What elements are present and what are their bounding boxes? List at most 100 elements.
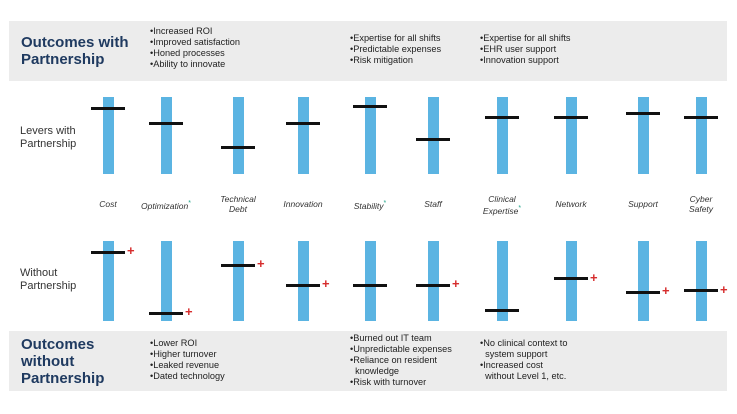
list-item: •Ability to innovate <box>150 59 226 69</box>
lever-marker-without <box>221 263 255 267</box>
outcomes-with-title-line2: Partnership <box>21 51 105 68</box>
list-item: •Reliance on resident <box>350 355 437 365</box>
list-item: •Burned out IT team <box>350 333 432 343</box>
lever-label: Staff <box>393 199 473 209</box>
list-item: •Improved satisfaction <box>150 37 241 47</box>
plus-icon: + <box>662 283 670 299</box>
lever-label: Optimization* <box>126 199 206 211</box>
lever-marker-with <box>485 115 519 119</box>
row-label-with-line1: Levers with <box>20 125 76 137</box>
asterisk-mark: * <box>188 200 191 207</box>
lever-label-line1: Network <box>531 199 611 209</box>
lever-label-text: Technical <box>220 194 256 204</box>
lever-marker-with <box>91 107 125 111</box>
lever-bar-without <box>637 241 649 321</box>
lever-marker-without <box>416 283 450 287</box>
lever-label-text: Innovation <box>283 199 323 209</box>
lever-label-text: Debt <box>229 204 247 214</box>
outcomes-without-title: Outcomes without Partnership <box>21 336 104 387</box>
outcomes-with-band: Outcomes with Partnership •Increased ROI… <box>9 21 727 81</box>
lever-label-line2: Debt <box>198 204 278 214</box>
list-item: without Level 1, etc. <box>480 371 567 381</box>
lever-label: Support <box>603 199 683 209</box>
lever-bar-with <box>637 97 649 174</box>
list-item: •Dated technology <box>150 371 225 381</box>
list-item: system support <box>480 349 548 359</box>
lever-label-line1: Cyber <box>661 194 737 204</box>
lever-marker-with <box>149 122 183 126</box>
asterisk-mark: * <box>383 200 387 207</box>
lever-label-line1: Clinical <box>462 194 542 204</box>
list-item: •Higher turnover <box>150 349 217 359</box>
lever-label-line1: Stability* <box>330 199 410 211</box>
lever-label-line1: Support <box>603 199 683 209</box>
lever-bar-without <box>695 241 707 321</box>
lever-marker-with <box>554 116 588 120</box>
list-item: •Honed processes <box>150 48 225 58</box>
lever-label-line1: Technical <box>198 194 278 204</box>
lever-bar-without <box>565 241 577 321</box>
lever-bar-without <box>232 241 244 321</box>
lever-label-line2: Safety <box>661 204 737 214</box>
row-label-without: Without Partnership <box>20 267 76 293</box>
list-item: •No clinical context to <box>480 338 568 348</box>
outcomes-with-list-3: •Expertise for all shifts •EHR user supp… <box>480 33 571 66</box>
lever-bar-without <box>297 241 309 321</box>
lever-label: Clinical Expertise* <box>462 194 542 216</box>
outcomes-with-list-2: •Expertise for all shifts •Predictable e… <box>350 33 441 66</box>
lever-marker-with <box>221 145 255 149</box>
outcomes-without-band: Outcomes without Partnership •Lower ROI … <box>9 331 727 391</box>
lever-bar-with <box>102 97 114 174</box>
list-item: •Risk mitigation <box>350 55 413 65</box>
lever-marker-without <box>286 283 320 287</box>
lever-label-line1: Optimization* <box>126 199 206 211</box>
lever-bar-with <box>232 97 244 174</box>
list-item: knowledge <box>350 366 400 376</box>
lever-bar-with <box>695 97 707 174</box>
plus-icon: + <box>257 256 265 271</box>
lever-label-text: Stability <box>353 200 384 211</box>
lever-label-text: Safety <box>688 204 714 214</box>
plus-icon: + <box>322 276 330 291</box>
lever-bar-with <box>297 97 309 174</box>
lever-label-text: Expertise <box>482 205 519 216</box>
lever-label-text: Network <box>555 199 587 209</box>
outcomes-without-title-line1: Outcomes <box>21 336 95 353</box>
list-item: •Predictable expenses <box>350 44 442 54</box>
list-item: •Lower ROI <box>150 338 198 348</box>
list-item: •Increased cost <box>480 360 543 370</box>
outcomes-without-list-2: •Burned out IT team •Unpredictable expen… <box>350 333 452 388</box>
list-item: •Leaked revenue <box>150 360 220 370</box>
list-item: •Expertise for all shifts <box>350 33 441 43</box>
plus-icon: + <box>127 243 135 259</box>
lever-marker-with <box>626 112 660 116</box>
lever-label-line1: Innovation <box>263 199 343 209</box>
lever-bar-without <box>160 241 172 321</box>
outcomes-with-title: Outcomes with Partnership <box>21 34 129 68</box>
outcomes-without-title-line3: Partnership <box>21 370 105 387</box>
plus-icon: + <box>720 281 728 297</box>
lever-marker-with <box>353 104 387 108</box>
lever-label-text: Optimization <box>141 200 189 211</box>
list-item: •Innovation support <box>480 55 559 65</box>
lever-label: Network <box>531 199 611 209</box>
lever-marker-without <box>485 309 519 313</box>
list-item: •Expertise for all shifts <box>480 33 571 43</box>
lever-marker-without <box>353 284 387 288</box>
lever-marker-without <box>149 311 183 315</box>
lever-label-text: Clinical <box>488 194 516 204</box>
lever-label: Stability* <box>330 199 410 211</box>
lever-label-text: Staff <box>424 199 442 209</box>
outcomes-with-list-1: •Increased ROI •Improved satisfaction •H… <box>150 26 240 70</box>
lever-label: Cyber Safety <box>661 194 737 214</box>
plus-icon: + <box>590 269 598 285</box>
lever-label: Cost <box>68 199 148 209</box>
lever-marker-with <box>286 122 320 126</box>
lever-label: Technical Debt <box>198 194 278 214</box>
lever-marker-without <box>91 250 125 254</box>
plus-icon: + <box>185 304 193 319</box>
lever-marker-without <box>684 289 718 293</box>
lever-bar-with <box>364 97 376 174</box>
lever-bar-without <box>364 241 376 321</box>
lever-bar-without <box>427 241 439 321</box>
